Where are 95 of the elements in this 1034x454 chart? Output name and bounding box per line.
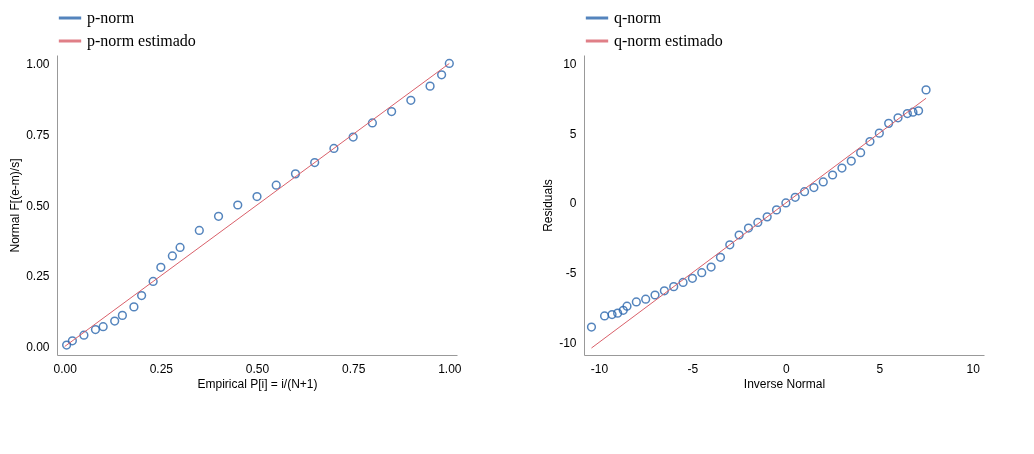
point <box>175 242 185 253</box>
point <box>61 340 72 350</box>
legend-label: q-norm <box>614 9 662 27</box>
point <box>715 252 726 262</box>
y-tick-label: 0.00 <box>26 340 50 355</box>
point <box>753 217 763 228</box>
point <box>406 95 416 105</box>
point <box>436 70 447 80</box>
point <box>706 262 716 272</box>
point <box>678 277 688 288</box>
point <box>310 157 320 168</box>
y-axis-title: Residuals <box>541 179 556 232</box>
point <box>252 191 262 202</box>
point <box>386 106 397 117</box>
point <box>837 163 847 173</box>
x-axis-title: Inverse Normal <box>743 376 826 391</box>
legend-label: q-norm estimado <box>614 32 723 50</box>
point <box>98 322 108 332</box>
y-tick-label: 10 <box>563 56 577 71</box>
point <box>697 268 707 278</box>
point <box>781 198 791 208</box>
y-tick-label: -10 <box>559 335 577 350</box>
point <box>734 230 744 240</box>
point <box>618 305 628 315</box>
legend-label: p-norm estimado <box>87 32 196 50</box>
point <box>117 310 128 320</box>
point <box>586 322 597 332</box>
point <box>213 211 224 221</box>
point <box>908 107 918 117</box>
point <box>148 276 158 287</box>
point <box>67 336 78 346</box>
point <box>762 212 772 222</box>
point <box>167 251 178 261</box>
point <box>622 301 632 311</box>
y-tick-label: 0.50 <box>26 198 50 213</box>
point <box>607 309 617 320</box>
x-tick-label: -10 <box>590 361 609 376</box>
point <box>799 187 810 197</box>
y-tick-label: 0.25 <box>26 269 50 284</box>
point <box>641 294 651 304</box>
point <box>110 316 120 326</box>
point <box>194 225 204 236</box>
point <box>271 180 281 190</box>
x-tick-label: -5 <box>687 361 699 376</box>
x-tick-label: 10 <box>966 361 981 376</box>
point <box>129 302 139 312</box>
point <box>846 156 856 166</box>
point <box>631 297 641 307</box>
x-tick-label: 0.75 <box>341 361 366 376</box>
point <box>79 330 89 340</box>
x-tick-label: 0 <box>783 361 791 376</box>
point <box>233 200 243 210</box>
point <box>809 182 819 193</box>
point <box>874 128 884 138</box>
point <box>921 85 931 95</box>
point <box>444 58 454 69</box>
point <box>659 286 669 296</box>
point <box>90 324 101 335</box>
point <box>743 223 754 233</box>
point <box>818 177 828 187</box>
x-tick-label: 1.00 <box>438 361 462 376</box>
point <box>827 170 838 180</box>
y-tick-label: -5 <box>565 266 577 281</box>
point <box>790 192 800 202</box>
point <box>156 262 166 272</box>
point <box>902 108 912 119</box>
y-tick-label: 0 <box>569 196 577 211</box>
x-axis-title: Empirical P[i] = i/(N+1) <box>197 376 318 391</box>
point <box>613 308 623 318</box>
point <box>367 118 378 128</box>
x-tick-label: 5 <box>876 361 884 376</box>
point <box>687 273 698 283</box>
y-tick-label: 1.00 <box>26 56 50 71</box>
point <box>893 113 903 123</box>
point <box>771 205 782 215</box>
y-axis-title: Normal F[(e-m)/s] <box>8 158 23 253</box>
point <box>290 169 301 179</box>
point <box>865 136 875 147</box>
x-tick-label: 0.50 <box>245 361 270 376</box>
point <box>136 290 147 301</box>
point <box>425 81 435 91</box>
x-tick-label: 0.25 <box>149 361 174 376</box>
point <box>725 240 735 250</box>
point <box>650 290 660 300</box>
y-tick-label: 5 <box>569 126 577 141</box>
point <box>669 282 679 292</box>
legend-label: p-norm <box>87 9 135 27</box>
point <box>913 106 924 116</box>
point <box>856 148 866 158</box>
point <box>884 118 894 128</box>
point <box>348 132 358 142</box>
x-tick-label: 0.00 <box>53 361 78 376</box>
point <box>329 143 339 154</box>
point <box>599 311 610 321</box>
y-tick-label: 0.75 <box>26 127 50 142</box>
